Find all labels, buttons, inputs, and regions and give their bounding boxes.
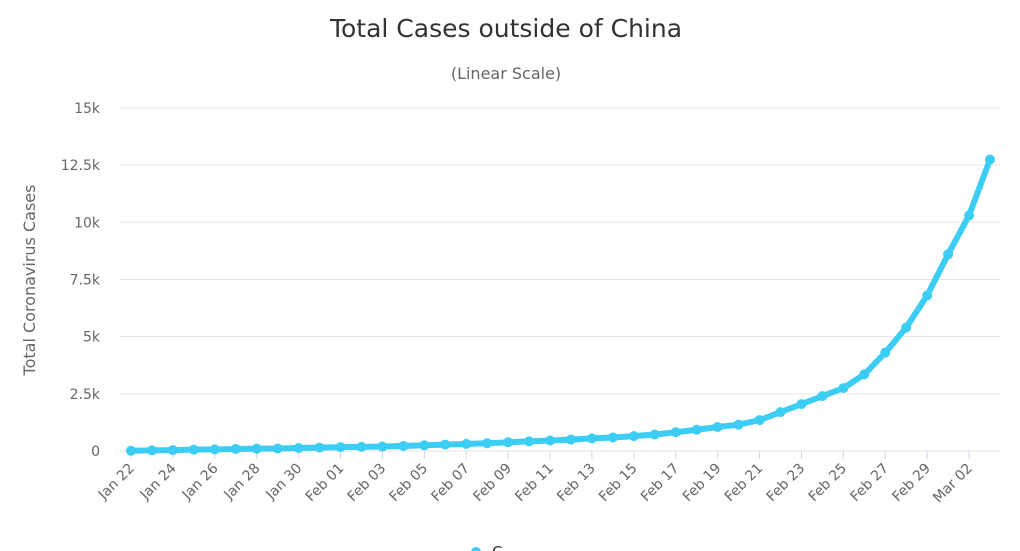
x-tick-label: Feb 17 [638,461,683,506]
x-tick-label: Feb 27 [847,461,892,506]
y-tick-label: 7.5k [70,273,101,289]
legend-label: C [492,543,502,551]
data-point[interactable] [335,442,346,453]
data-point[interactable] [838,383,849,394]
x-tick-label: Feb 23 [764,461,809,506]
data-point[interactable] [817,391,828,402]
x-tick-label: Feb 29 [889,461,934,506]
data-point[interactable] [859,369,870,380]
data-point[interactable] [964,210,975,221]
data-point[interactable] [754,415,765,426]
y-tick-label: 0 [91,444,100,460]
x-tick-label: Feb 05 [387,461,432,506]
chart-title: Total Cases outside of China [329,14,682,43]
x-tick-label: Feb 09 [470,461,515,506]
x-tick-label: Feb 15 [596,461,641,506]
data-point[interactable] [775,407,786,418]
series-line [128,156,993,454]
x-tick-label: Feb 25 [806,461,851,506]
data-point[interactable] [356,441,367,452]
data-point[interactable] [461,438,472,449]
y-tick-label: 5k [83,330,101,346]
data-point[interactable] [524,436,535,447]
x-tick-label: Mar 02 [930,461,976,507]
data-point[interactable] [272,443,283,454]
data-point[interactable] [691,424,702,435]
x-tick-label: Feb 19 [680,461,725,506]
data-point[interactable] [922,290,933,301]
data-point[interactable] [482,438,493,449]
data-point[interactable] [419,440,430,451]
data-point[interactable] [985,154,995,165]
data-point[interactable] [649,429,660,440]
data-point[interactable] [209,444,220,455]
data-point[interactable] [586,433,597,444]
x-tick-label: Feb 03 [345,461,390,506]
data-point[interactable] [188,444,199,455]
data-point[interactable] [943,249,954,260]
data-point[interactable] [901,322,912,333]
x-tick-label: Jan 28 [221,461,264,504]
legend[interactable]: C [471,543,502,551]
data-point[interactable] [565,434,576,445]
data-point[interactable] [251,443,262,454]
data-point[interactable] [146,445,157,456]
legend-marker [471,547,481,551]
series-points [126,154,995,456]
data-point[interactable] [440,439,451,450]
data-point[interactable] [167,445,178,456]
data-point[interactable] [628,431,639,442]
data-point[interactable] [712,421,723,432]
data-point[interactable] [545,435,556,446]
x-tick-label: Jan 22 [95,461,138,504]
data-point[interactable] [670,427,681,438]
data-point[interactable] [503,437,514,448]
chart-subtitle: (Linear Scale) [451,64,561,83]
x-tick-label: Jan 24 [137,460,180,503]
x-tick-label: Jan 26 [179,460,222,503]
x-tick-label: Feb 01 [303,461,348,506]
x-tick-label: Feb 11 [512,461,557,506]
data-point[interactable] [607,432,618,443]
grid-lines [120,107,1000,452]
data-point[interactable] [398,440,409,451]
y-tick-label: 2.5k [70,387,101,403]
data-point[interactable] [230,443,241,454]
y-tick-label: 12.5k [61,158,101,174]
x-tick-label: Feb 07 [428,461,473,506]
x-tick-label: Jan 30 [262,461,305,504]
y-axis-label: Total Coronavirus Cases [20,185,39,377]
data-point[interactable] [733,419,744,430]
data-point[interactable] [796,399,807,410]
y-tick-label: 15k [74,101,101,117]
x-tick-label: Feb 21 [722,461,767,506]
data-point[interactable] [880,347,891,358]
y-tick-label: 10k [74,215,101,231]
data-point[interactable] [293,443,304,454]
data-point[interactable] [314,442,325,453]
x-tick-label: Feb 13 [554,461,599,506]
y-axis-ticks: 0 2.5k 5k 7.5k 10k 12.5k 15k [61,101,101,460]
data-point[interactable] [377,441,388,452]
data-point[interactable] [126,445,136,456]
